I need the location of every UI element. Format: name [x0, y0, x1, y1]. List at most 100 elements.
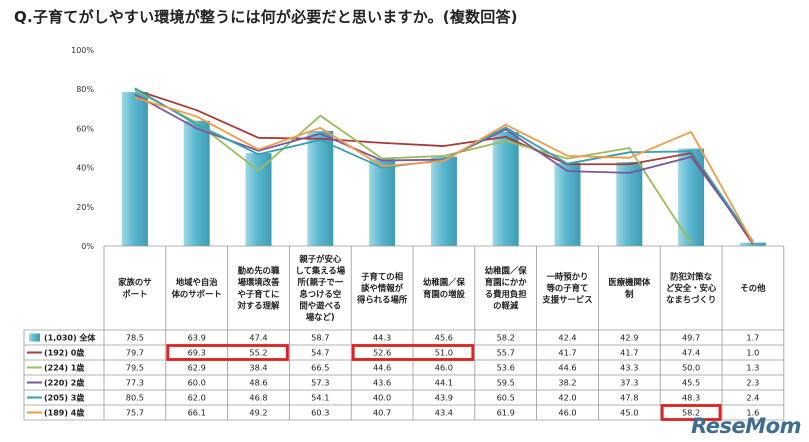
- data-label: 55.7: [497, 348, 515, 358]
- data-label: 53.6: [497, 363, 515, 373]
- data-label: 79.5: [126, 363, 144, 373]
- category-label: 所(親子で一: [297, 277, 343, 287]
- category-label: 場など): [306, 312, 335, 322]
- data-label: 57.3: [311, 378, 329, 388]
- data-label: 41.7: [558, 348, 576, 358]
- data-label: 49.2: [249, 408, 267, 418]
- category-label: 勤め先の職: [238, 266, 280, 276]
- data-label: 42.4: [558, 333, 576, 343]
- data-label: 58.7: [311, 333, 329, 343]
- category-label: 防犯対策な: [670, 271, 712, 281]
- legend-label: (189) 4歳: [44, 408, 84, 418]
- bar: [121, 92, 148, 246]
- legend-label: (1,030) 全体: [44, 333, 96, 343]
- data-label: 62.0: [188, 393, 206, 403]
- y-tick-label: 0%: [81, 242, 94, 251]
- category-label: 体のサポート: [172, 289, 222, 299]
- data-label: 44.6: [558, 363, 576, 373]
- category-label: 育園の増設: [423, 289, 465, 299]
- highlight-box: [351, 344, 475, 361]
- y-tick-label: 100%: [71, 46, 94, 55]
- category-label: 支援サービス: [541, 295, 592, 305]
- category-label: 幼稚園／保: [423, 277, 465, 287]
- y-axis: 0% 20% 40% 60% 80% 100%: [71, 46, 94, 251]
- data-label: 45.0: [620, 408, 638, 418]
- highlight-box: [166, 344, 289, 361]
- data-label: 42.0: [558, 393, 576, 403]
- legend-label: (220) 2歳: [44, 378, 84, 388]
- category-label: 対する理解: [237, 300, 280, 310]
- category-label: して集える場: [295, 266, 345, 276]
- data-label: 1.0: [746, 348, 759, 358]
- data-label: 54.7: [311, 348, 329, 358]
- data-label: 1.7: [746, 333, 759, 343]
- series-line: [134, 88, 754, 245]
- data-label: 45.5: [682, 378, 700, 388]
- category-label: ど安全・安心: [666, 283, 717, 293]
- data-label: 48.3: [682, 393, 700, 403]
- y-tick-label: 80%: [76, 85, 94, 94]
- series-line: [134, 89, 692, 244]
- data-label: 1.3: [746, 363, 759, 373]
- category-label: 地域や自治: [176, 277, 218, 287]
- data-label: 44.1: [435, 378, 453, 388]
- legend-label: (224) 1歳: [44, 363, 84, 373]
- data-label: 51.0: [435, 348, 453, 358]
- category-label: 子育ての相: [361, 271, 403, 281]
- data-label: 47.4: [682, 348, 700, 358]
- y-tick-label: 20%: [76, 203, 94, 212]
- data-label: 44.3: [373, 333, 391, 343]
- category-label: 得られる場所: [356, 295, 408, 305]
- data-label: 58.2: [497, 333, 515, 343]
- bar-series: [121, 92, 766, 246]
- data-label: 46.0: [558, 408, 576, 418]
- y-tick-label: 40%: [76, 164, 94, 173]
- series-line: [134, 96, 754, 244]
- watermark-text: ReseMom: [691, 414, 801, 438]
- page-title: Q.子育てがしやすい環境が整うには何が必要だと思いますか。(複数回答): [14, 8, 518, 26]
- category-label: 制: [625, 289, 633, 299]
- data-label: 46.0: [435, 363, 453, 373]
- data-label: 75.7: [126, 408, 144, 418]
- data-label: 79.7: [126, 348, 144, 358]
- legend-label: (205) 3歳: [44, 393, 84, 403]
- category-label: ポート: [122, 289, 147, 299]
- category-label: 医療機関体: [608, 277, 650, 287]
- data-label: 2.4: [746, 393, 759, 403]
- data-label: 43.9: [435, 393, 453, 403]
- data-label: 60.0: [188, 378, 206, 388]
- legend-swatch-bar: [29, 333, 40, 342]
- line-series: [134, 87, 754, 245]
- data-label: 52.6: [373, 348, 391, 358]
- category-label: や子育てに: [238, 289, 280, 299]
- category-label: 談や情報が: [361, 283, 403, 293]
- data-label: 42.9: [620, 333, 638, 343]
- legend-label: (192) 0歳: [44, 348, 84, 358]
- watermark-logo: ReseMom: [691, 414, 801, 438]
- data-label: 61.9: [497, 408, 515, 418]
- data-label: 59.5: [497, 378, 515, 388]
- category-label: の軽減: [493, 300, 519, 310]
- data-label: 60.3: [311, 408, 329, 418]
- category-label: 家族のサ: [118, 277, 152, 287]
- data-label: 54.1: [311, 393, 329, 403]
- category-label: 幼稚園／保: [485, 266, 527, 276]
- data-label: 2.3: [746, 378, 759, 388]
- data-label: 55.2: [249, 348, 267, 358]
- data-label: 77.3: [126, 378, 144, 388]
- data-label: 44.6: [373, 363, 391, 373]
- data-label: 78.5: [126, 333, 144, 343]
- bar: [616, 161, 643, 246]
- highlight-box: [660, 404, 722, 421]
- data-label: 47.8: [620, 393, 638, 403]
- bar: [554, 162, 581, 246]
- data-label: 40.7: [373, 408, 391, 418]
- data-label: 80.5: [126, 393, 144, 403]
- category-label: る費用負担: [485, 289, 527, 299]
- data-label: 49.7: [682, 333, 700, 343]
- data-label: 62.9: [188, 363, 206, 373]
- category-label: 一時預かり: [547, 271, 589, 281]
- data-label: 43.6: [373, 378, 391, 388]
- highlight-boxes: [166, 344, 722, 421]
- data-label: 60.5: [497, 393, 515, 403]
